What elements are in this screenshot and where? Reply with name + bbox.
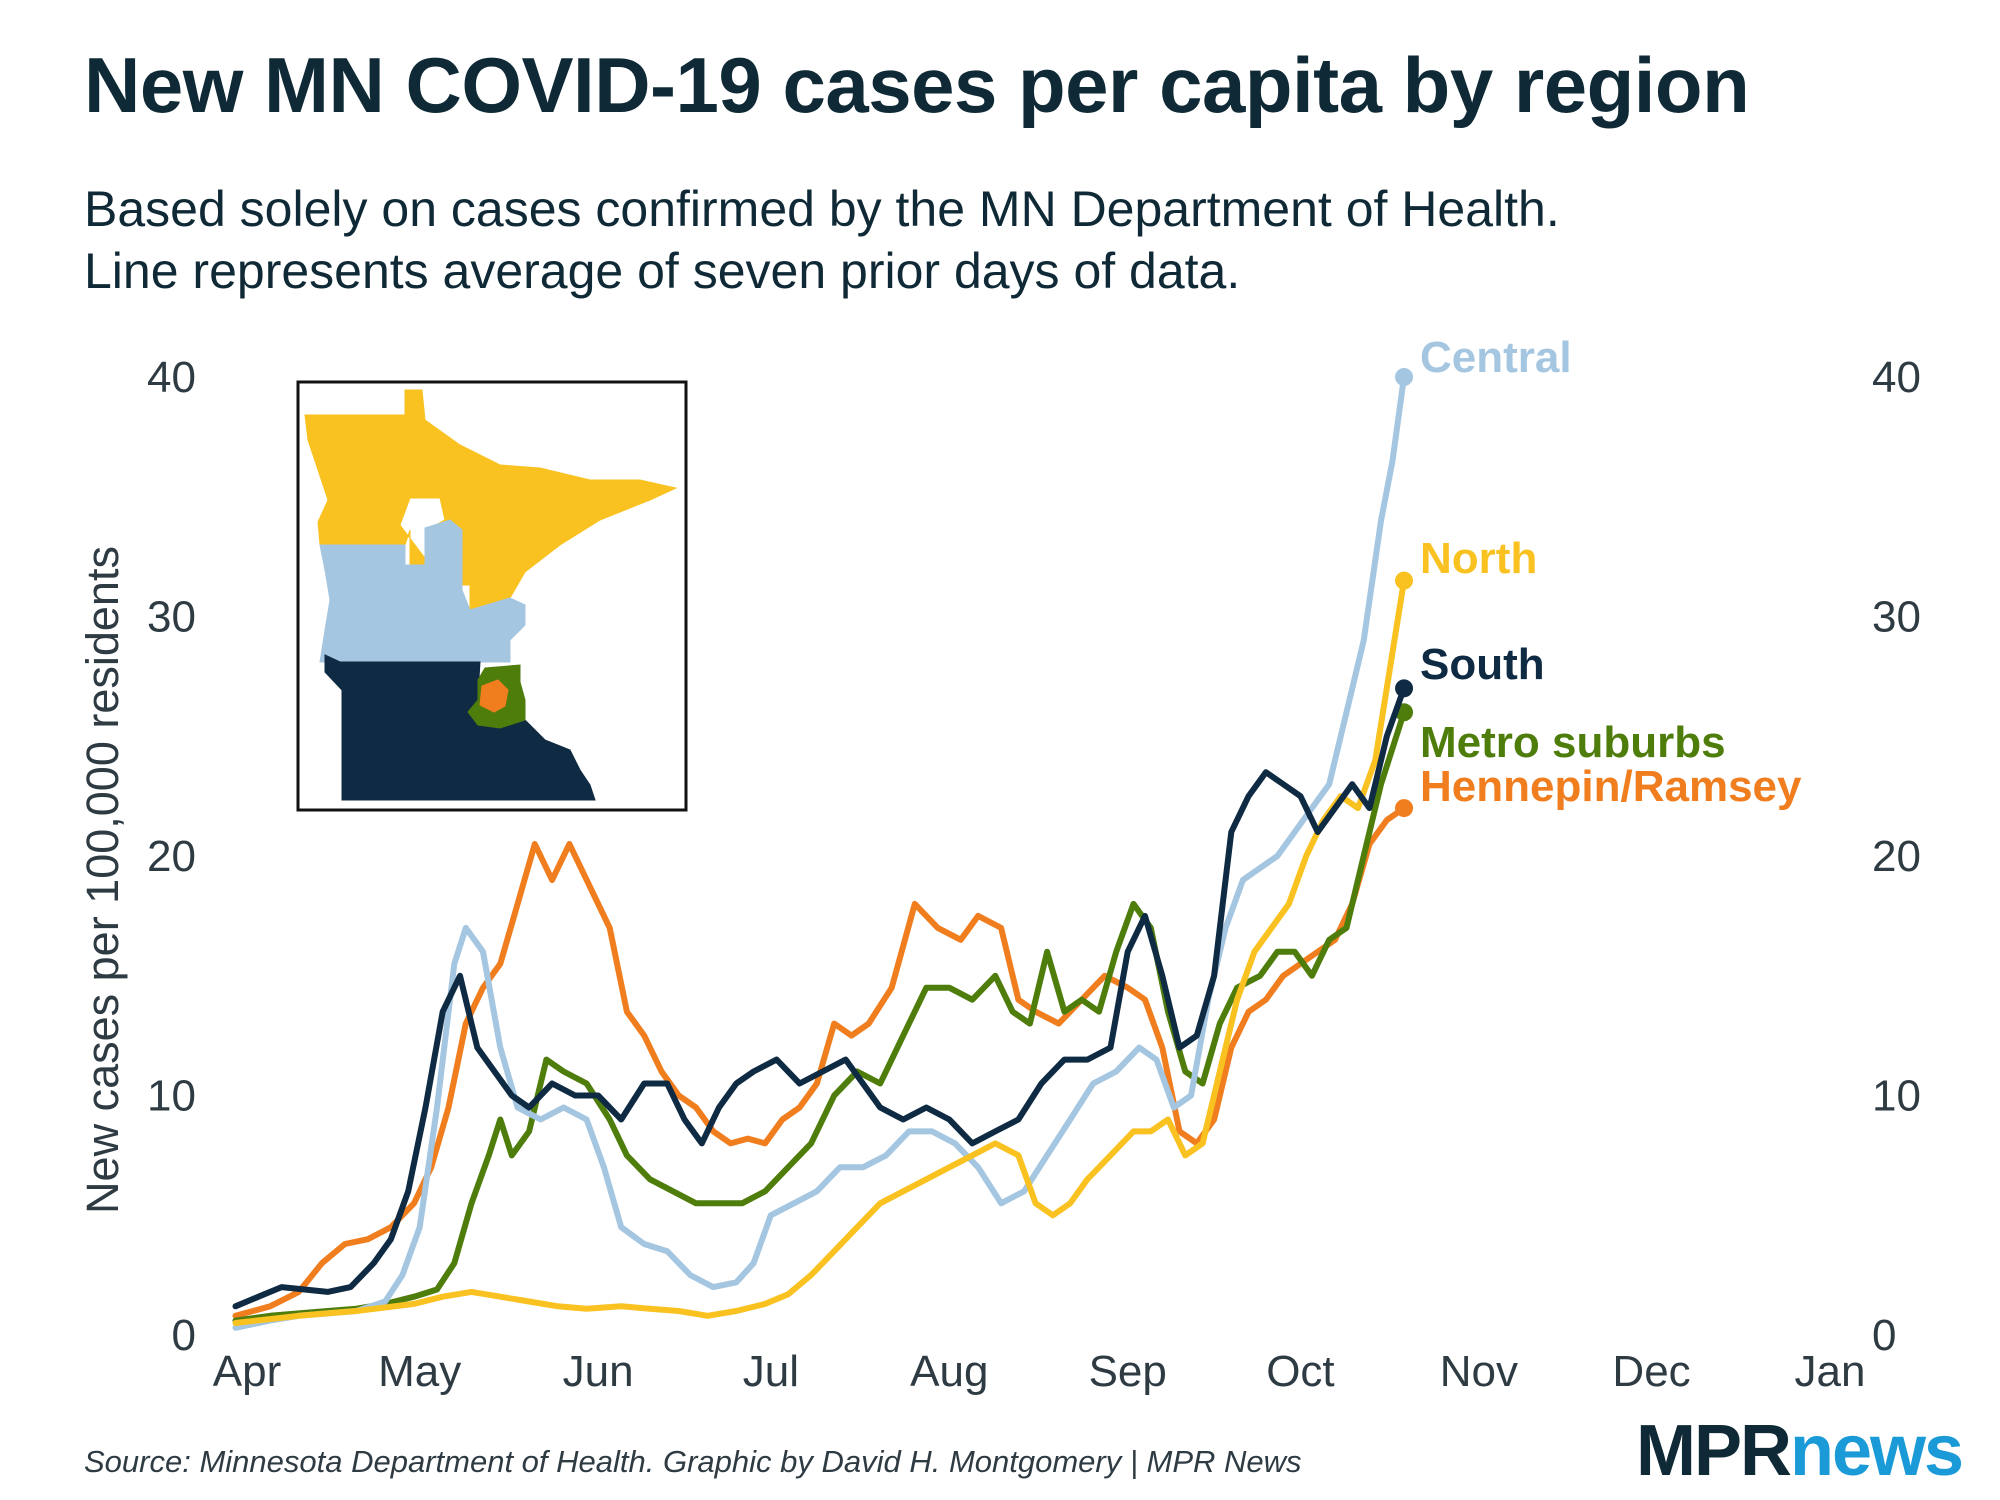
y-tick-label-left: 0: [172, 1311, 196, 1360]
line-chart: 0 10 20 30 40 0 10 20 30 40 Apr May Jun Jul Aug Sep Oc…: [77, 333, 1921, 1396]
y-tick-label-right: 0: [1872, 1311, 1896, 1360]
y-tick-label-right: 40: [1872, 353, 1921, 402]
series-label: Central: [1420, 333, 1572, 382]
series-line-south: [232, 685, 1407, 1310]
region-inset-map: [296, 380, 688, 812]
mpr-news-logo: MPRnews: [1636, 1410, 1964, 1492]
logo-news: news: [1790, 1411, 1964, 1491]
x-tick-label: Oct: [1266, 1347, 1334, 1396]
y-axis-label: New cases per 100,000 residents: [77, 546, 128, 1214]
x-tick-label: May: [378, 1347, 461, 1396]
series-end-dot: [1395, 679, 1414, 698]
map-region-south: [324, 654, 596, 801]
x-tick-label: Jan: [1795, 1347, 1866, 1396]
chart-title: New MN COVID-19 cases per capita by regi…: [84, 41, 1750, 129]
x-tick-label: Jul: [743, 1347, 799, 1396]
subtitle-line-1: Based solely on cases confirmed by the M…: [84, 181, 1560, 237]
x-tick-label: Apr: [213, 1347, 281, 1396]
series-label: South: [1420, 640, 1545, 689]
series-line-central: [232, 374, 1407, 1331]
series-label: Metro suburbs: [1420, 718, 1726, 767]
y-tick-label-left: 30: [147, 593, 196, 642]
y-tick-label-right: 20: [1872, 832, 1921, 881]
source-note: Source: Minnesota Department of Health. …: [84, 1444, 1302, 1479]
map-region-central: [319, 519, 526, 663]
x-tick-label: Dec: [1612, 1347, 1690, 1396]
y-axis-left: 0 10 20 30 40: [147, 353, 196, 1360]
y-tick-label-left: 20: [147, 832, 196, 881]
y-axis-right: 0 10 20 30 40: [1872, 353, 1921, 1360]
series-lines: [232, 368, 1414, 1331]
series-label: Hennepin/Ramsey: [1420, 762, 1802, 811]
y-tick-label-left: 10: [147, 1072, 196, 1121]
series-end-dot: [1395, 368, 1414, 386]
map-region-hennepin-ramsey: [479, 679, 509, 713]
y-tick-label-right: 30: [1872, 593, 1921, 642]
x-tick-label: Sep: [1089, 1347, 1167, 1396]
y-tick-label-right: 10: [1872, 1072, 1921, 1121]
x-tick-label: Aug: [910, 1347, 988, 1396]
x-tick-label: Jun: [563, 1347, 634, 1396]
series-line-metro-suburbs: [232, 709, 1407, 1324]
series-line-north: [232, 577, 1407, 1326]
series-label: North: [1420, 534, 1537, 583]
y-tick-label-left: 40: [147, 353, 196, 402]
subtitle-line-2: Line represents average of seven prior d…: [84, 243, 1241, 299]
series-line-hennepin-ramsey: [232, 805, 1407, 1319]
x-tick-label: Nov: [1440, 1347, 1518, 1396]
series-end-dot: [1395, 799, 1414, 818]
series-end-dot: [1395, 571, 1414, 590]
chart-subtitle: Based solely on cases confirmed by the M…: [84, 178, 1560, 302]
x-axis: Apr May Jun Jul Aug Sep Oct Nov Dec Jan: [213, 1347, 1866, 1396]
logo-mpr: MPR: [1636, 1411, 1792, 1491]
